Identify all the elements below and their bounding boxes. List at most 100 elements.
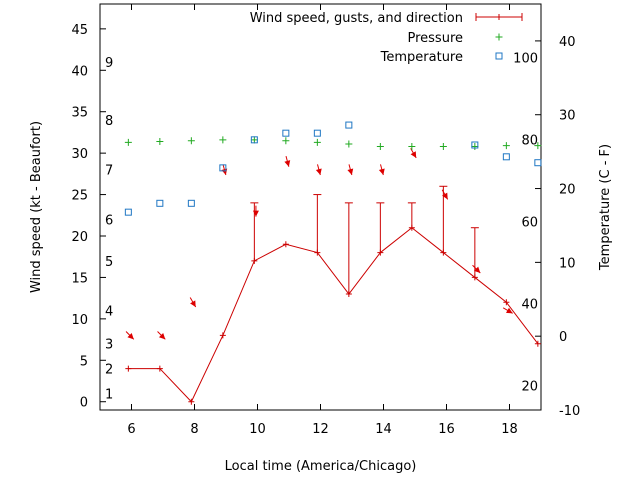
x-tick-label: 6 xyxy=(127,422,135,437)
wind-speed-point xyxy=(408,224,415,231)
temperature-point xyxy=(187,199,195,207)
pressure-point xyxy=(187,137,195,145)
wind-direction-arrow xyxy=(378,164,385,176)
wind-direction-arrow xyxy=(157,331,166,340)
wind-arrow-head xyxy=(505,307,513,314)
beaufort-label: 7 xyxy=(105,164,113,179)
wind-speed-point xyxy=(503,299,510,306)
wind-tick-label: 20 xyxy=(71,230,88,245)
temp-c-tick-label: 10 xyxy=(559,256,576,271)
temperature-point xyxy=(156,199,164,207)
temp-f-label: 100 xyxy=(513,51,538,66)
pressure-point xyxy=(408,143,416,151)
temp-c-tick-label: 40 xyxy=(559,35,576,50)
pressure-point xyxy=(502,142,510,150)
temp-c-tick-label: 20 xyxy=(559,183,576,198)
wind-tick-label: 30 xyxy=(71,147,88,162)
wind-direction-arrow xyxy=(315,164,322,176)
temp-f-label: 40 xyxy=(521,297,538,312)
wind-speed-point xyxy=(125,365,132,372)
beaufort-label: 2 xyxy=(105,363,113,378)
wind-direction-arrow xyxy=(502,307,513,314)
beaufort-label: 9 xyxy=(105,56,113,71)
wind-arrow-head xyxy=(378,168,385,176)
temp-f-label: 20 xyxy=(521,379,538,394)
wind-arrow-head xyxy=(315,168,322,176)
beaufort-label: 5 xyxy=(105,255,113,270)
temp-c-tick-label: -10 xyxy=(559,404,580,419)
legend-sample-pressure xyxy=(495,33,503,41)
wind-direction-arrow xyxy=(189,297,197,308)
temp-f-label: 80 xyxy=(521,133,538,148)
right-axis-title: Temperature (C - F) xyxy=(598,144,613,271)
wind-arrow-head xyxy=(284,160,291,167)
wind-speed-point xyxy=(251,257,258,264)
x-tick-label: 12 xyxy=(312,422,329,437)
pressure-point xyxy=(376,143,384,151)
wind-speed-point xyxy=(345,291,352,297)
x-tick-label: 16 xyxy=(438,422,455,437)
wind-speed-point xyxy=(188,398,195,405)
wind-arrow-head xyxy=(158,332,166,340)
temperature-point xyxy=(534,159,542,167)
wind-arrow-head xyxy=(347,168,354,176)
beaufort-label: 4 xyxy=(105,305,113,320)
temperature-point xyxy=(124,208,132,216)
temp-c-tick-label: 30 xyxy=(559,109,576,124)
x-tick-label: 8 xyxy=(190,422,198,437)
beaufort-label: 3 xyxy=(105,338,113,353)
pressure-point xyxy=(313,138,321,146)
wind-speed-point xyxy=(377,249,384,256)
wind-direction-arrow xyxy=(472,264,481,274)
wind-direction-arrow xyxy=(252,205,259,217)
left-axis-title: Wind speed (kt - Beaufort) xyxy=(29,121,44,293)
pressure-point xyxy=(219,136,227,144)
wind-direction-arrow xyxy=(125,331,135,340)
wind-tick-label: 0 xyxy=(80,396,88,411)
temperature-point xyxy=(502,153,510,161)
pressure-point xyxy=(282,137,290,145)
wind-arrow-head xyxy=(252,210,259,217)
pressure-point xyxy=(124,138,132,146)
temperature-point xyxy=(313,129,321,137)
temperature-point xyxy=(282,129,290,137)
wind-tick-label: 10 xyxy=(71,313,88,328)
wind-speed-line xyxy=(128,227,539,403)
wind-arrow-head xyxy=(410,151,417,158)
legend-label-wind: Wind speed, gusts, and direction xyxy=(250,11,463,26)
x-tick-label: 14 xyxy=(375,422,392,437)
temp-c-tick-label: 0 xyxy=(559,330,567,345)
wind-tick-label: 5 xyxy=(80,354,88,369)
wind-direction-arrow xyxy=(441,189,449,200)
temperature-point xyxy=(345,121,353,129)
temperature-point xyxy=(471,141,479,149)
pressure-point xyxy=(471,143,479,151)
x-axis-title: Local time (America/Chicago) xyxy=(225,459,417,474)
beaufort-label: 1 xyxy=(105,387,113,402)
wind-speed-point xyxy=(219,332,226,339)
pressure-point xyxy=(345,140,353,148)
beaufort-label: 8 xyxy=(105,114,113,129)
wind-tick-label: 40 xyxy=(71,64,88,79)
wind-tick-label: 45 xyxy=(71,23,88,38)
wind-arrow-head xyxy=(442,192,448,200)
legend-sample-temperature xyxy=(495,52,503,60)
wind-speed-point xyxy=(282,241,289,248)
temperature-point xyxy=(250,136,258,144)
legend-label-temperature: Temperature xyxy=(380,50,463,65)
wind-tick-label: 25 xyxy=(71,189,88,204)
wind-arrow-head xyxy=(127,332,134,340)
pressure-point xyxy=(156,138,164,146)
pressure-point xyxy=(250,136,258,144)
wind-speed-point xyxy=(440,249,447,256)
pressure-point xyxy=(534,142,542,150)
wind-arrow-head xyxy=(473,266,481,274)
plot-frame xyxy=(99,3,542,411)
x-tick-label: 18 xyxy=(501,422,518,437)
wind-speed-point xyxy=(156,365,163,372)
pressure-point xyxy=(439,143,447,151)
wind-speed-point xyxy=(471,274,478,281)
wind-tick-label: 35 xyxy=(71,106,88,121)
legend-label-pressure: Pressure xyxy=(407,31,463,46)
